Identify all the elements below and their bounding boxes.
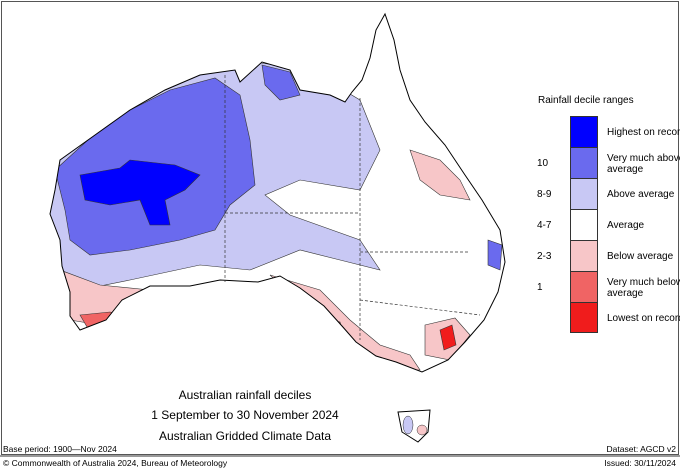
legend-swatch: Above average 8-9 (537, 178, 674, 209)
legend-label: Above average (607, 189, 675, 200)
map-source: Australian Gridded Climate Data (158, 429, 332, 443)
legend-label: Very much above average (607, 152, 680, 175)
legend-swatch: Lowest on record (570, 302, 680, 333)
legend-title: Rainfall decile ranges (538, 95, 634, 106)
legend-label: Very much below average (607, 276, 680, 299)
legend-decile: 2-3 (537, 251, 552, 262)
legend-decile: 1 (537, 282, 543, 293)
map-title: Australian rainfall deciles (178, 388, 312, 402)
state-borders (224, 75, 481, 340)
legend-decile: 10 (537, 158, 549, 169)
legend-label: Average (607, 220, 645, 231)
map-period: 1 September to 30 November 2024 (151, 408, 339, 422)
copyright: © Commonwealth of Australia 2024, Bureau… (3, 458, 228, 468)
legend-label: Lowest on record (607, 313, 680, 324)
legend-label: Highest on record (607, 127, 680, 138)
legend-swatch: Highest on record (570, 116, 680, 147)
legend-decile: 4-7 (537, 220, 552, 231)
region-very-much-above-nt (261, 64, 301, 101)
issued-date: Issued: 30/11/2024 (604, 458, 676, 468)
map-frame (1, 1, 679, 455)
legend-swatch: Average 4-7 (537, 209, 644, 240)
legend-swatch: Very much above average 10 (537, 147, 680, 178)
region-below-average-qld (409, 149, 471, 201)
region-highest-on-record (79, 159, 201, 226)
region-very-much-above-east (487, 239, 503, 271)
dataset-label: Dataset: AGCD v2 (606, 444, 676, 454)
base-period: Base period: 1900—Nov 2024 (3, 444, 117, 454)
legend-decile: 8-9 (537, 189, 552, 200)
legend: Highest on record Very much above average… (537, 116, 680, 333)
region-lowest-on-record (439, 324, 457, 351)
legend-swatch: Very much below average 1 (537, 271, 680, 302)
tasmania (397, 409, 431, 443)
legend-swatch: Below average 2-3 (537, 240, 673, 271)
footer-divider (0, 455, 680, 457)
legend-label: Below average (607, 251, 674, 262)
